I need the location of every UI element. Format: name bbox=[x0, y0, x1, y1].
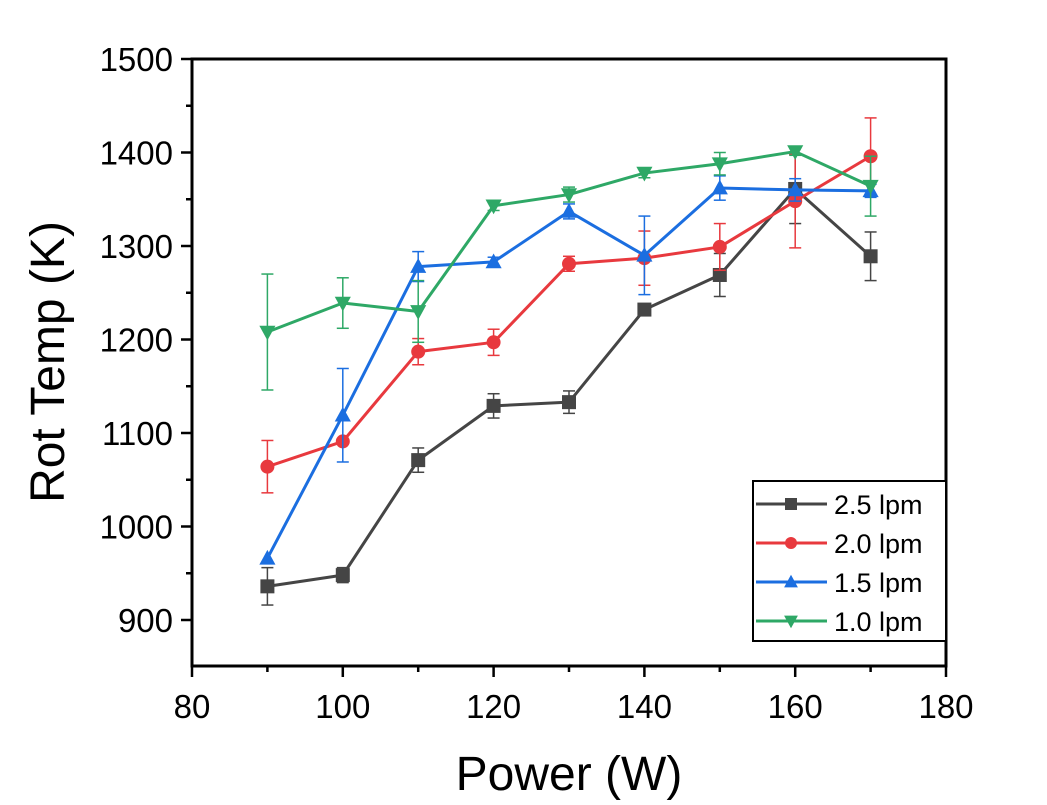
x-tick-label: 140 bbox=[617, 688, 672, 725]
series-2-0-lpm bbox=[260, 117, 878, 494]
circle-marker bbox=[260, 459, 275, 474]
y-tick-label: 1500 bbox=[100, 41, 173, 78]
triangle-down-marker bbox=[334, 296, 351, 312]
triangle-down-marker bbox=[560, 188, 578, 203]
triangle-down-marker bbox=[636, 166, 653, 182]
x-axis-title: Power (W) bbox=[456, 748, 683, 801]
square-marker bbox=[712, 267, 727, 282]
y-axis-ticks: 900 1000 1100 1200 1300 1400 1500 bbox=[100, 41, 192, 639]
y-tick-label: 1100 bbox=[102, 415, 173, 452]
circle-marker bbox=[785, 537, 797, 549]
y-tick-label: 1400 bbox=[100, 135, 173, 172]
triangle-up-marker bbox=[560, 203, 578, 218]
y-tick-label: 900 bbox=[118, 602, 173, 639]
circle-marker bbox=[411, 344, 426, 359]
triangle-up-marker bbox=[787, 181, 804, 197]
y-tick-label: 1000 bbox=[100, 509, 173, 546]
square-marker bbox=[785, 498, 797, 510]
series-1-0-lpm bbox=[259, 145, 879, 391]
triangle-up-marker bbox=[259, 549, 276, 565]
series-1-5-lpm bbox=[259, 175, 879, 565]
triangle-up-marker bbox=[784, 574, 798, 588]
y-tick-label: 1200 bbox=[100, 322, 173, 359]
x-tick-label: 80 bbox=[174, 688, 211, 725]
legend-item: 2.0 lpm bbox=[756, 529, 923, 559]
triangle-up-marker bbox=[711, 179, 728, 195]
series-layer bbox=[259, 117, 879, 606]
legend-label: 2.5 lpm bbox=[834, 490, 923, 520]
triangle-down-marker bbox=[784, 615, 798, 629]
triangle-down-marker bbox=[787, 145, 804, 160]
square-marker bbox=[637, 302, 652, 317]
y-tick-label: 1300 bbox=[100, 228, 173, 265]
triangle-up-marker bbox=[485, 253, 502, 269]
triangle-down-marker bbox=[410, 305, 427, 320]
legend-item: 2.5 lpm bbox=[756, 490, 923, 520]
legend-label: 1.5 lpm bbox=[834, 568, 923, 598]
triangle-down-marker bbox=[711, 157, 728, 173]
square-marker bbox=[335, 568, 350, 583]
legend-label: 2.0 lpm bbox=[834, 529, 923, 559]
legend-item: 1.5 lpm bbox=[756, 568, 923, 598]
legend-item: 1.0 lpm bbox=[756, 607, 923, 637]
circle-marker bbox=[562, 256, 576, 271]
x-tick-label: 160 bbox=[768, 688, 823, 725]
y-axis-title: Rot Temp (K) bbox=[22, 221, 75, 503]
circle-marker bbox=[486, 335, 501, 350]
triangle-down-marker bbox=[485, 199, 502, 215]
triangle-up-marker bbox=[334, 406, 351, 422]
x-tick-label: 100 bbox=[315, 688, 370, 725]
square-marker bbox=[863, 249, 878, 264]
x-tick-label: 180 bbox=[918, 688, 973, 725]
triangle-up-marker bbox=[636, 246, 653, 262]
square-marker bbox=[411, 453, 426, 468]
square-marker bbox=[486, 398, 501, 413]
series-line bbox=[266, 150, 872, 334]
circle-marker bbox=[712, 239, 727, 254]
legend: 2.5 lpm 2.0 lpm 1.5 lpm 1.0 lpm bbox=[752, 480, 947, 642]
x-axis-ticks: 80 100 120 140 160 180 bbox=[174, 666, 974, 725]
triangle-down-marker bbox=[259, 325, 276, 341]
triangle-down-marker bbox=[862, 179, 879, 195]
square-marker bbox=[260, 579, 275, 594]
legend-label: 1.0 lpm bbox=[834, 607, 923, 637]
triangle-up-marker bbox=[410, 258, 427, 273]
x-tick-label: 120 bbox=[466, 688, 521, 725]
square-marker bbox=[562, 395, 576, 410]
